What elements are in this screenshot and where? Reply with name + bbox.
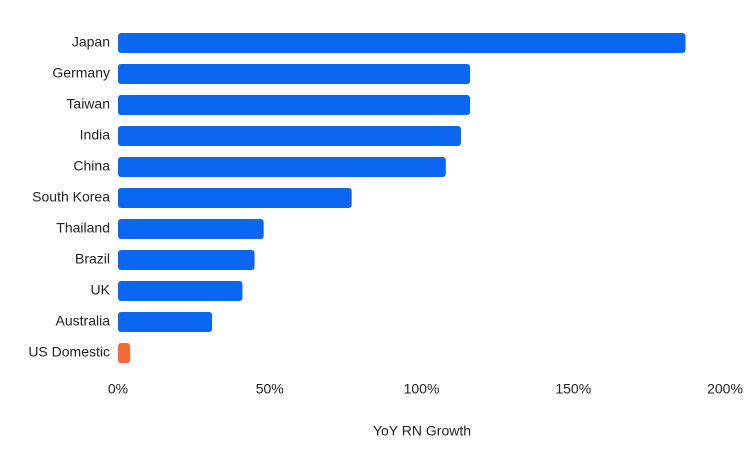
bar <box>118 126 461 146</box>
x-tick-label: 0% <box>108 381 128 397</box>
y-tick-label: India <box>80 127 111 143</box>
x-tick-label: 200% <box>707 381 743 397</box>
y-tick-label: Brazil <box>75 251 110 267</box>
x-tick-label: 50% <box>256 381 284 397</box>
y-tick-label: UK <box>91 282 111 298</box>
y-tick-label: Taiwan <box>66 96 110 112</box>
y-tick-label: Thailand <box>56 220 110 236</box>
y-tick-label: Australia <box>56 313 111 329</box>
bar <box>118 188 352 208</box>
x-axis-title: YoY RN Growth <box>373 423 471 439</box>
bar <box>118 219 264 239</box>
y-tick-label: Japan <box>72 34 110 50</box>
bar <box>118 281 243 301</box>
x-tick-label: 100% <box>404 381 440 397</box>
bar <box>118 33 686 53</box>
y-tick-label: China <box>73 158 110 174</box>
y-tick-label: US Domestic <box>28 344 110 360</box>
y-tick-label: South Korea <box>32 189 110 205</box>
bar <box>118 312 213 332</box>
y-tick-label: Germany <box>52 65 110 81</box>
bar <box>118 157 446 177</box>
x-tick-label: 150% <box>555 381 591 397</box>
bar <box>118 64 471 84</box>
bar <box>118 343 131 363</box>
bar <box>118 95 471 115</box>
bar <box>118 250 255 270</box>
